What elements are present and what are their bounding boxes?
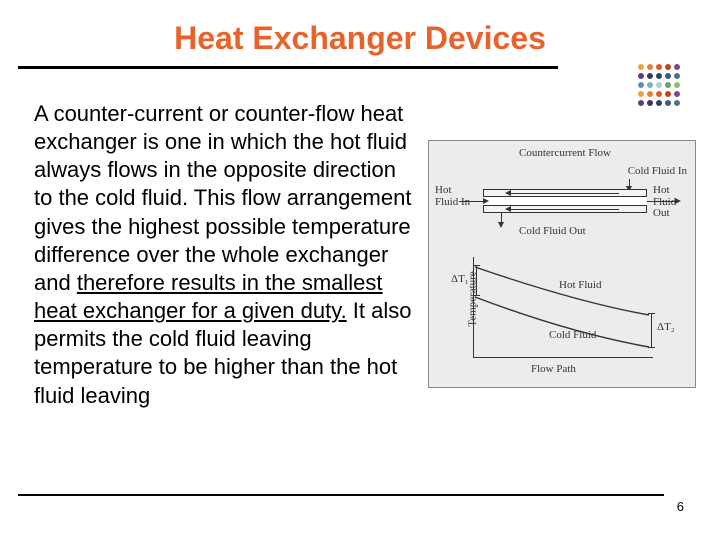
delta-t2-cap-top — [648, 313, 655, 314]
delta-t2-bar — [651, 313, 652, 347]
x-axis — [473, 357, 653, 358]
page-number: 6 — [677, 499, 684, 514]
cold-bot-arrow-icon — [505, 206, 511, 212]
delta-t1-bar — [476, 265, 477, 295]
hot-fluid-curve — [475, 267, 649, 315]
body-text: A counter-current or counter-flow heat e… — [34, 100, 414, 410]
hot-in-arrow-line — [459, 201, 485, 202]
decorative-dots-icon — [636, 62, 692, 118]
hot-in-label: Hot Fluid In — [435, 185, 475, 208]
cold-out-arrow-icon — [498, 222, 504, 228]
cold-curve-label: Cold Fluid — [549, 329, 596, 341]
slide: Heat Exchanger Devices A counter-current… — [0, 0, 720, 540]
hot-curve-label: Hot Fluid — [559, 279, 601, 291]
figure-caption: Countercurrent Flow — [519, 147, 611, 159]
delta-t1-label: ΔT₁ — [451, 273, 469, 285]
delta-t2-cap-bot — [648, 347, 655, 348]
body-underlined: therefore results in the smallest heat e… — [34, 270, 383, 323]
footer-rule — [18, 494, 664, 496]
delta-t2-label: ΔT₂ — [657, 321, 675, 333]
delta-t1-cap-top — [473, 265, 480, 266]
cold-top-arrow-line — [509, 193, 619, 194]
delta-t1-cap-bot — [473, 295, 480, 296]
temperature-chart: Temperature Flow Path Hot Fluid Cold Flu… — [473, 257, 663, 367]
title-area: Heat Exchanger Devices — [0, 20, 720, 57]
cold-in-label: Cold Fluid In — [628, 165, 687, 177]
hot-in-arrow-icon — [483, 198, 489, 204]
title-rule — [18, 66, 558, 69]
cold-out-label: Cold Fluid Out — [519, 225, 586, 237]
chart-curves — [473, 257, 653, 357]
slide-title: Heat Exchanger Devices — [0, 20, 720, 57]
figure-panel: Countercurrent Flow Cold Fluid In Hot Fl… — [428, 140, 696, 388]
pipe-inner — [483, 196, 647, 206]
x-axis-title: Flow Path — [531, 363, 576, 375]
hot-out-label: Hot Fluid Out — [653, 185, 689, 220]
body-pre: A counter-current or counter-flow heat e… — [34, 101, 411, 295]
cold-bot-arrow-line — [509, 209, 619, 210]
cold-top-arrow-icon — [505, 190, 511, 196]
